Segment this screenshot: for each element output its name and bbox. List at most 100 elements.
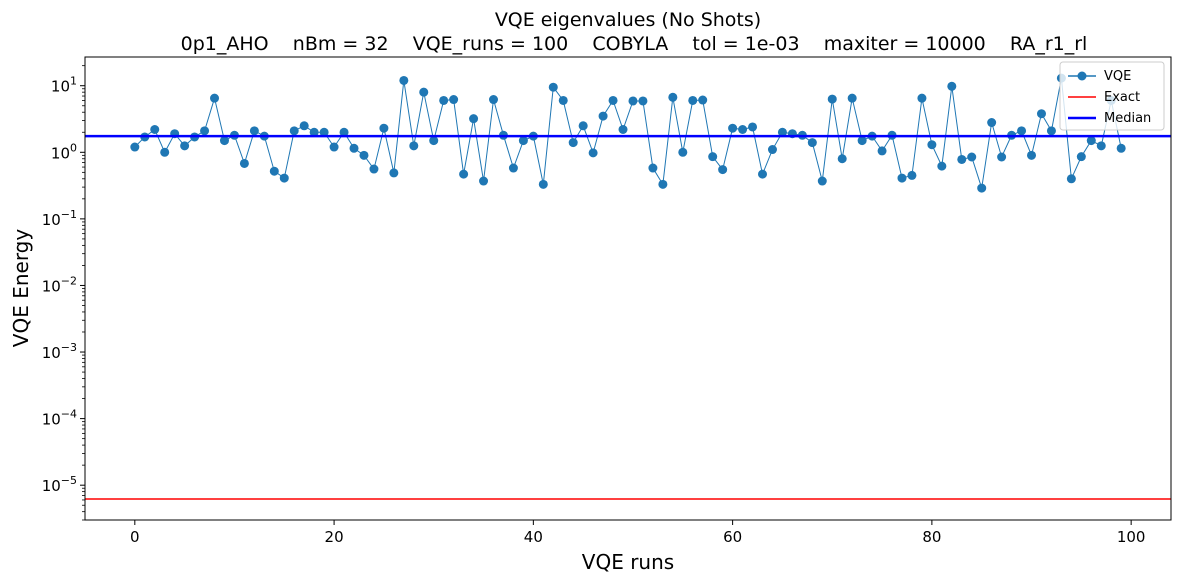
vqe-point bbox=[777, 127, 787, 137]
y-tick-exponent: −3 bbox=[61, 341, 77, 354]
y-tick-base: 10 bbox=[42, 211, 61, 229]
vqe-point bbox=[758, 169, 767, 179]
y-tick-label: 100 bbox=[51, 141, 77, 162]
vqe-point bbox=[1096, 141, 1106, 151]
y-tick-exponent: −1 bbox=[61, 208, 77, 221]
vqe-point bbox=[817, 176, 827, 186]
vqe-point bbox=[150, 125, 160, 134]
vqe-point bbox=[489, 95, 498, 105]
vqe-point bbox=[608, 95, 618, 105]
vqe-point bbox=[538, 179, 548, 189]
vqe-point bbox=[558, 95, 568, 105]
legend-exact-label: Exact bbox=[1104, 90, 1140, 105]
vqe-point bbox=[678, 147, 688, 157]
vqe-point bbox=[767, 145, 777, 155]
x-tick-label: 100 bbox=[1117, 528, 1146, 546]
vqe-point bbox=[200, 126, 210, 136]
vqe-point bbox=[459, 169, 469, 179]
vqe-point bbox=[738, 125, 748, 134]
vqe-point bbox=[269, 166, 279, 176]
vqe-point bbox=[857, 136, 867, 146]
legend-median-label: Median bbox=[1104, 111, 1151, 126]
vqe-point bbox=[967, 152, 977, 162]
plot-frame bbox=[84, 56, 1172, 521]
vqe-point bbox=[987, 118, 997, 128]
x-tick-label: 60 bbox=[723, 528, 742, 546]
vqe-point bbox=[429, 136, 439, 146]
vqe-point bbox=[877, 146, 887, 156]
vqe-point bbox=[1076, 152, 1086, 162]
vqe-point bbox=[897, 173, 907, 183]
y-tick-exponent: −5 bbox=[61, 474, 77, 487]
vqe-point bbox=[449, 95, 459, 105]
vqe-point bbox=[917, 93, 927, 103]
vqe-point bbox=[359, 150, 369, 160]
vqe-point bbox=[807, 138, 817, 148]
vqe-point bbox=[648, 163, 658, 173]
vqe-point bbox=[479, 176, 489, 186]
y-tick-label: 10−2 bbox=[42, 274, 77, 295]
vqe-point bbox=[1066, 174, 1076, 184]
vqe-point bbox=[618, 125, 628, 134]
vqe-point bbox=[369, 164, 379, 174]
vqe-point bbox=[698, 95, 708, 105]
vqe-point bbox=[130, 142, 140, 152]
vqe-point bbox=[728, 123, 738, 133]
vqe-point bbox=[329, 142, 339, 152]
vqe-point bbox=[997, 152, 1007, 162]
vqe-point bbox=[947, 81, 957, 91]
vqe-point bbox=[299, 121, 309, 131]
y-tick-exponent: 0 bbox=[70, 141, 77, 154]
vqe-point bbox=[1027, 150, 1037, 160]
vqe-point bbox=[518, 136, 528, 146]
vqe-point bbox=[409, 141, 419, 151]
legend-vqe-marker bbox=[1077, 71, 1087, 81]
vqe-point bbox=[957, 154, 967, 164]
y-tick-base: 10 bbox=[51, 78, 70, 96]
y-tick-label: 10−5 bbox=[42, 474, 77, 495]
y-tick-label: 10−3 bbox=[42, 341, 77, 362]
y-axis-label: VQE Energy bbox=[9, 229, 33, 348]
vqe-point bbox=[937, 161, 947, 171]
vqe-point bbox=[628, 96, 638, 106]
x-tick-label: 40 bbox=[524, 528, 543, 546]
y-tick-base: 10 bbox=[42, 344, 61, 362]
vqe-point bbox=[977, 183, 987, 193]
vqe-point bbox=[160, 147, 170, 157]
vqe-point bbox=[847, 93, 857, 103]
vqe-point bbox=[1046, 126, 1056, 136]
legend: VQE Exact Median bbox=[1059, 61, 1165, 131]
vqe-point bbox=[219, 136, 229, 146]
vqe-point bbox=[578, 121, 588, 131]
vqe-point bbox=[469, 114, 479, 124]
vqe-point bbox=[638, 96, 648, 106]
x-tick-label: 0 bbox=[130, 528, 140, 546]
vqe-point bbox=[548, 82, 558, 92]
legend-box bbox=[1059, 61, 1165, 131]
vqe-point bbox=[309, 127, 319, 137]
vqe-point bbox=[279, 173, 289, 183]
vqe-point bbox=[588, 148, 598, 158]
vqe-point bbox=[249, 126, 259, 136]
vqe-point bbox=[688, 95, 698, 105]
vqe-point bbox=[598, 111, 608, 121]
vqe-point bbox=[1017, 126, 1027, 136]
vqe-point bbox=[339, 127, 349, 137]
vqe-point bbox=[668, 92, 678, 102]
vqe-point bbox=[718, 165, 728, 175]
y-tick-base: 10 bbox=[42, 411, 61, 429]
vqe-series-line bbox=[134, 78, 1122, 189]
vqe-point bbox=[748, 122, 758, 132]
chart-subtitle: 0p1_AHO nBm = 32 VQE_runs = 100 COBYLA t… bbox=[181, 33, 1088, 55]
vqe-point bbox=[708, 152, 718, 162]
x-tick-label: 80 bbox=[922, 528, 941, 546]
y-tick-label: 10−4 bbox=[42, 408, 77, 429]
legend-vqe-label: VQE bbox=[1104, 69, 1131, 84]
vqe-point bbox=[389, 168, 399, 178]
vqe-point bbox=[439, 95, 449, 105]
vqe-point bbox=[907, 170, 917, 180]
y-tick-label: 10−1 bbox=[42, 208, 77, 229]
y-tick-base: 10 bbox=[42, 277, 61, 295]
